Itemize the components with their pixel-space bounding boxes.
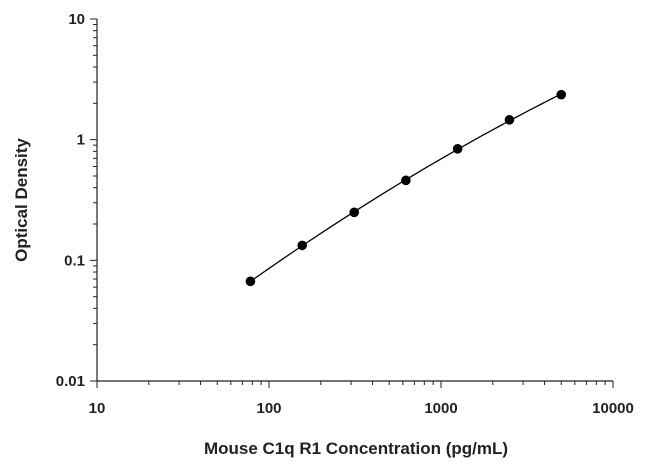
fit-curve-group — [250, 93, 562, 282]
y-axis-title: Optical Density — [12, 138, 31, 262]
tick-labels: 10 100 1000 10000 0.01 0.1 1 10 — [56, 11, 634, 417]
fit-curve — [250, 93, 562, 282]
data-point — [401, 175, 411, 186]
data-point — [452, 144, 463, 154]
x-tick-label: 10 — [89, 400, 106, 417]
x-tick-label: 1000 — [424, 400, 457, 417]
data-point — [245, 276, 256, 287]
x-axis-title: Mouse C1q R1 Concentration (pg/mL) — [204, 439, 508, 458]
data-points — [245, 89, 567, 287]
axes — [96, 19, 613, 382]
data-point — [349, 207, 360, 218]
data-point — [504, 115, 515, 125]
ticks — [90, 18, 614, 388]
data-point — [556, 89, 567, 100]
x-tick-label: 100 — [256, 400, 281, 417]
y-tick-label: 1 — [77, 132, 85, 149]
y-tick-label: 10 — [68, 11, 85, 28]
x-tick-label: 10000 — [592, 400, 634, 417]
y-tick-label: 0.01 — [56, 373, 85, 390]
data-point — [297, 240, 308, 251]
y-tick-label: 0.1 — [64, 252, 85, 269]
